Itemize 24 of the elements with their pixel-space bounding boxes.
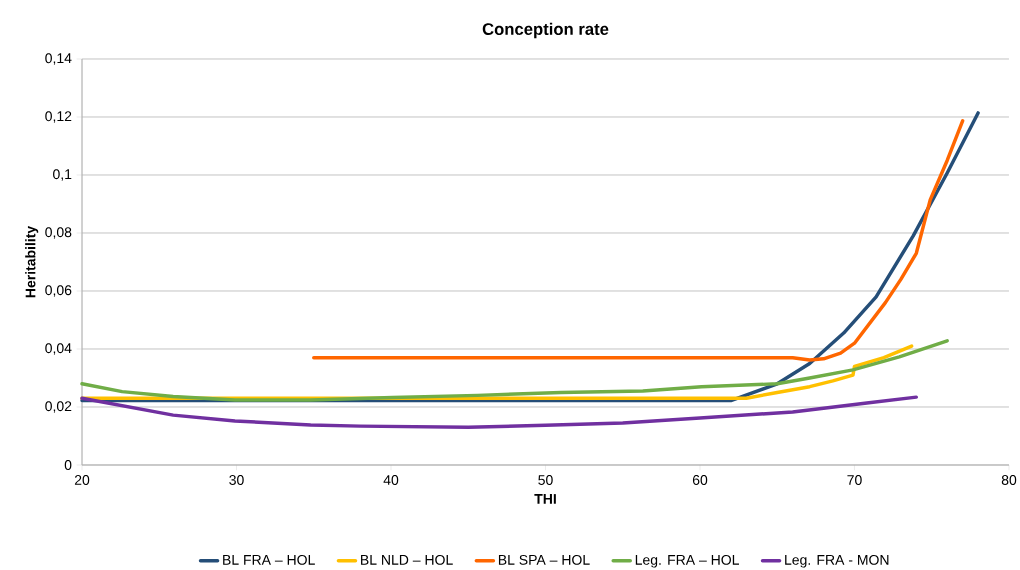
x-tick-label: 60 <box>692 475 708 485</box>
y-tick-label: 0 <box>64 460 72 470</box>
x-tick-label: 80 <box>1001 475 1017 485</box>
y-tick-label: 0,1 <box>53 169 72 181</box>
y-tick-label: 0,08 <box>45 227 72 239</box>
legend-label: BL FRA – HOL <box>223 554 315 565</box>
chart-title: Conception rate <box>482 22 609 39</box>
x-tick-label: 30 <box>229 475 244 485</box>
y-axis-title: Heritability <box>25 225 39 298</box>
y-tick-label: 0,06 <box>45 285 72 297</box>
x-tick-label: 50 <box>538 475 553 485</box>
legend-label: BL SPA – HOL <box>498 554 590 565</box>
y-tick-label: 0,14 <box>45 53 72 65</box>
x-tick-label: 40 <box>383 475 399 485</box>
y-tick-label: 0,02 <box>45 401 72 413</box>
y-tick-label: 0,12 <box>45 111 72 123</box>
line-series <box>80 395 919 430</box>
y-tick-label: 0,04 <box>45 343 72 355</box>
x-tick-label: 70 <box>847 475 862 485</box>
legend-label: BL NLD – HOL <box>361 554 453 565</box>
legend-label: Leg. FRA - MON <box>785 554 889 568</box>
legend-label: Leg. FRA – HOL <box>635 554 739 568</box>
x-tick-label: 20 <box>74 475 90 485</box>
x-axis-title: THI <box>534 494 556 504</box>
